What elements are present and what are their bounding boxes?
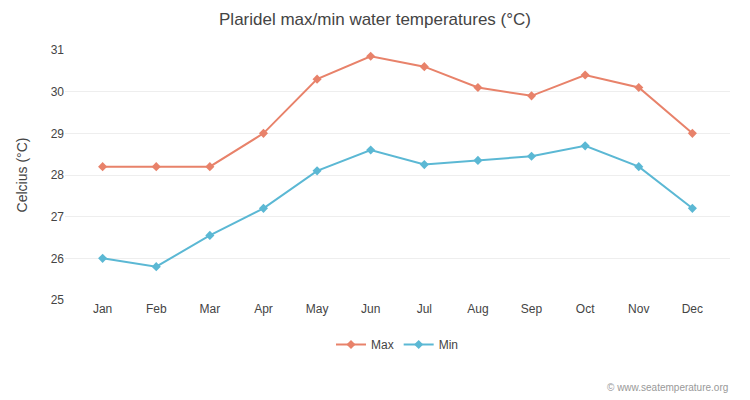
svg-text:Nov: Nov <box>628 302 649 316</box>
svg-text:25: 25 <box>51 293 65 307</box>
svg-text:Oct: Oct <box>576 302 595 316</box>
svg-text:Jun: Jun <box>361 302 380 316</box>
svg-text:Jul: Jul <box>417 302 432 316</box>
svg-text:Feb: Feb <box>146 302 167 316</box>
svg-text:Celcius (°C): Celcius (°C) <box>14 138 30 213</box>
svg-text:30: 30 <box>51 85 65 99</box>
svg-text:Aug: Aug <box>467 302 488 316</box>
svg-text:28: 28 <box>51 168 65 182</box>
svg-text:26: 26 <box>51 252 65 266</box>
svg-text:29: 29 <box>51 127 65 141</box>
svg-text:May: May <box>306 302 329 316</box>
svg-text:Min: Min <box>439 338 458 352</box>
svg-text:31: 31 <box>51 43 65 57</box>
svg-text:Sep: Sep <box>521 302 543 316</box>
svg-text:© www.seatemperature.org: © www.seatemperature.org <box>607 382 728 393</box>
svg-text:27: 27 <box>51 210 65 224</box>
svg-text:Mar: Mar <box>200 302 221 316</box>
svg-text:Plaridel max/min water tempera: Plaridel max/min water temperatures (°C) <box>219 10 531 29</box>
svg-text:Max: Max <box>371 338 394 352</box>
svg-text:Apr: Apr <box>254 302 273 316</box>
svg-text:Jan: Jan <box>93 302 112 316</box>
svg-text:Dec: Dec <box>682 302 703 316</box>
